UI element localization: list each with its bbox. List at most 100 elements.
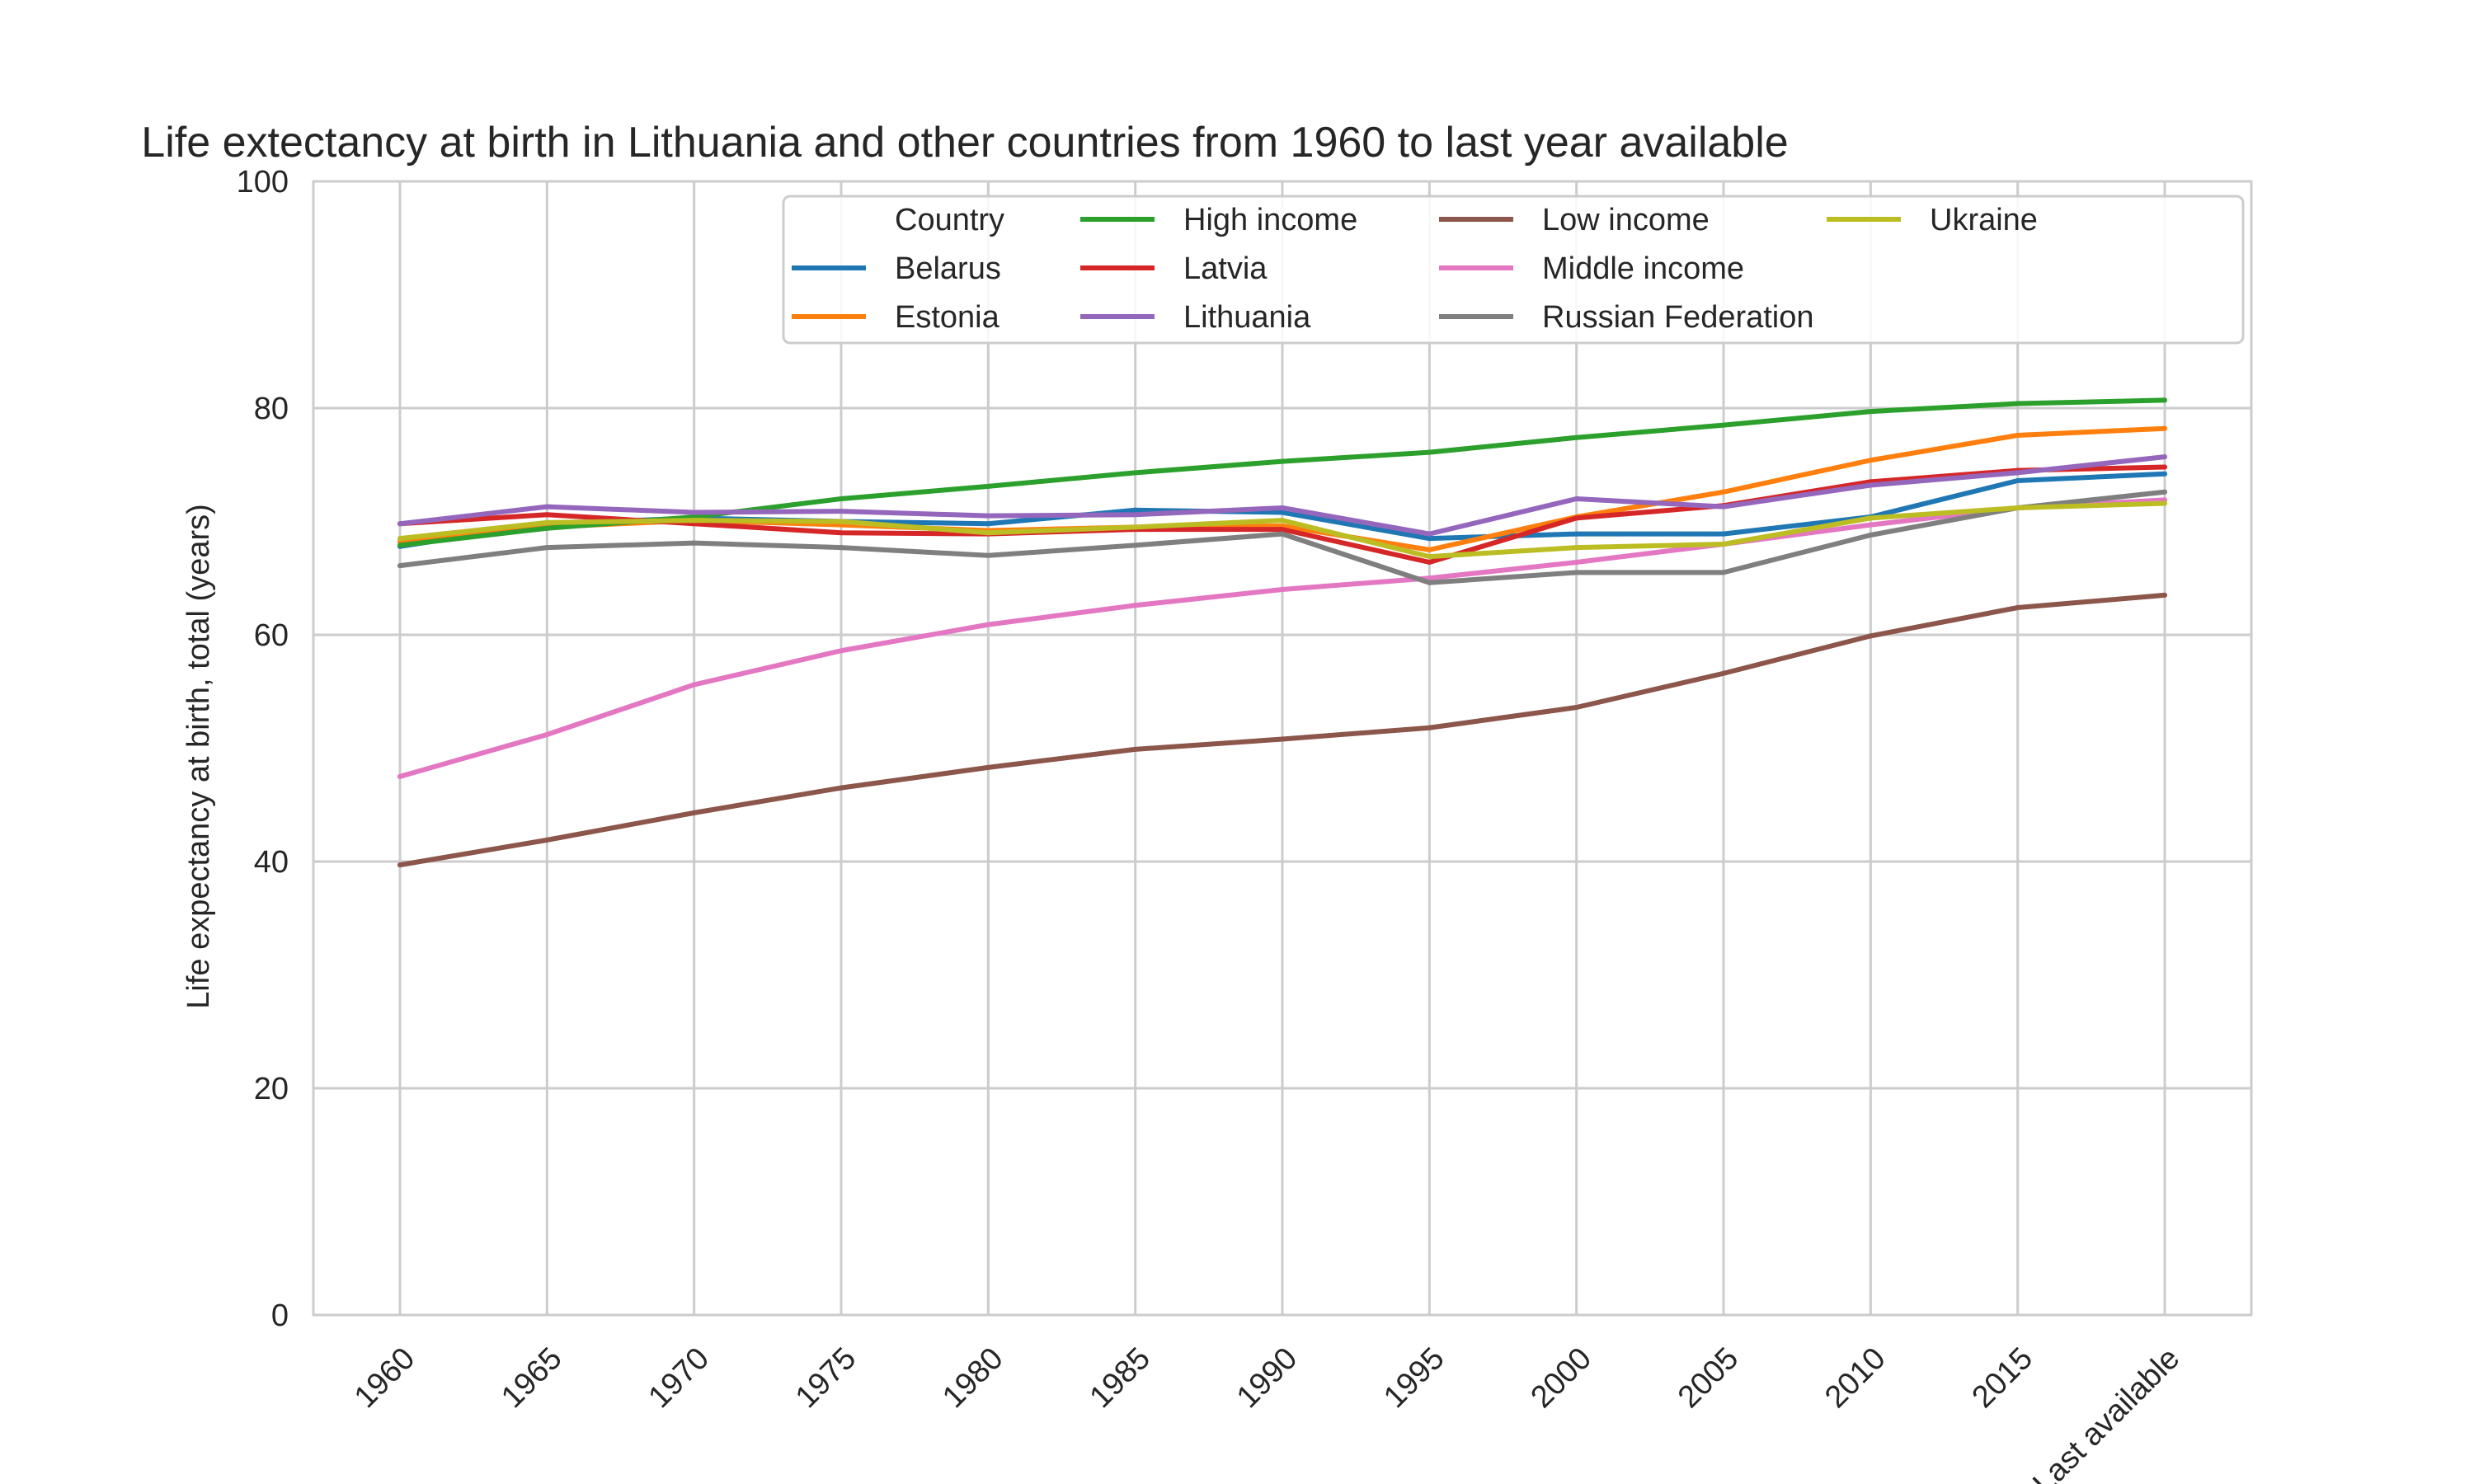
- data-point: [1868, 515, 1874, 521]
- data-point: [1132, 542, 1138, 548]
- data-point: [1427, 536, 1432, 542]
- data-point: [691, 540, 697, 546]
- x-tick-label: 2000: [1525, 1341, 1598, 1415]
- data-point: [839, 509, 844, 514]
- y-tick-label: 100: [237, 165, 289, 200]
- data-point: [397, 542, 402, 548]
- data-point: [1280, 736, 1285, 742]
- legend-label: Russian Federation: [1542, 300, 1814, 335]
- x-tick-label: 1980: [936, 1341, 1009, 1415]
- data-point: [1132, 603, 1138, 608]
- data-point: [397, 862, 402, 868]
- data-point: [2015, 470, 2020, 476]
- x-tick-label: Last available: [2026, 1341, 2186, 1484]
- data-point: [1427, 575, 1432, 581]
- data-point: [839, 648, 844, 654]
- data-point: [1868, 458, 1874, 463]
- data-point: [1280, 587, 1285, 592]
- data-point: [691, 518, 697, 524]
- data-point: [1868, 409, 1874, 415]
- data-point: [544, 525, 550, 531]
- x-tick-label: 1985: [1084, 1341, 1157, 1415]
- x-tick-label: 1990: [1230, 1341, 1304, 1415]
- data-point: [2015, 401, 2020, 406]
- data-point: [1280, 510, 1285, 515]
- data-point: [1573, 570, 1579, 575]
- data-point: [397, 536, 402, 542]
- data-point: [1427, 725, 1432, 730]
- data-point: [397, 563, 402, 569]
- data-point: [1280, 527, 1285, 533]
- data-point: [1721, 422, 1726, 428]
- legend-label: Latvia: [1183, 251, 1268, 286]
- data-point: [544, 519, 550, 525]
- x-tick-label: 1995: [1377, 1341, 1451, 1415]
- x-tick-label: 1965: [495, 1341, 568, 1415]
- x-tick-label: 2005: [1672, 1341, 1745, 1415]
- data-point: [1427, 554, 1432, 560]
- legend-label: Estonia: [895, 300, 1000, 335]
- data-point: [1573, 434, 1579, 440]
- data-point: [985, 552, 991, 558]
- data-point: [985, 513, 991, 519]
- x-tick-label: 2015: [1966, 1341, 2039, 1415]
- legend-label: Middle income: [1542, 251, 1744, 286]
- data-point: [691, 682, 697, 688]
- data-point: [1132, 512, 1138, 518]
- data-point: [1868, 633, 1874, 639]
- data-point: [1721, 489, 1726, 495]
- data-point: [1280, 518, 1285, 524]
- y-tick-label: 40: [254, 845, 289, 880]
- data-point: [1868, 482, 1874, 488]
- data-point: [985, 483, 991, 489]
- data-point: [1132, 746, 1138, 752]
- legend-label: Belarus: [895, 251, 1001, 286]
- data-point: [2162, 397, 2167, 403]
- legend-item-middle-income: Middle income: [1439, 251, 1744, 286]
- data-point: [839, 545, 844, 551]
- data-point: [1868, 522, 1874, 528]
- data-point: [1427, 449, 1432, 455]
- data-point: [2162, 464, 2167, 470]
- data-point: [1573, 496, 1579, 501]
- data-point: [544, 512, 550, 518]
- data-point: [985, 530, 991, 536]
- data-point: [1721, 504, 1726, 510]
- y-tick-label: 60: [254, 618, 289, 653]
- series-lithuania: [397, 454, 2167, 537]
- legend-item-high-income: High income: [1080, 203, 1357, 237]
- legend-label: High income: [1183, 203, 1357, 237]
- series-middle-income: [397, 497, 2167, 779]
- data-point: [2162, 454, 2167, 460]
- data-point: [1573, 560, 1579, 565]
- gridlines: [313, 180, 2251, 1317]
- data-point: [1721, 542, 1726, 547]
- data-point: [397, 521, 402, 527]
- data-point: [2162, 489, 2167, 495]
- data-point: [2162, 592, 2167, 598]
- legend-item-belarus: Belarus: [792, 251, 1001, 286]
- data-point: [544, 837, 550, 843]
- y-axis-label: Life expectancy at birth, total (years): [181, 504, 216, 1009]
- plot-frame: [312, 180, 2253, 1317]
- data-point: [2015, 505, 2020, 510]
- x-tick-label: 2010: [1818, 1341, 1892, 1415]
- data-point: [1132, 470, 1138, 476]
- y-axis-ticks: 0 20 40 60 80 100: [237, 165, 289, 1333]
- data-point: [1573, 545, 1579, 551]
- legend-item-low-income: Low income: [1439, 203, 1710, 237]
- data-point: [1280, 505, 1285, 510]
- y-tick-label: 0: [271, 1298, 289, 1333]
- legend-item-ukraine: Ukraine: [1827, 203, 2038, 237]
- data-point: [544, 504, 550, 510]
- x-tick-label: 1960: [348, 1341, 421, 1415]
- series-russian-federation: [397, 489, 2167, 585]
- data-point: [544, 545, 550, 551]
- data-point: [691, 810, 697, 815]
- series-high-income: [397, 397, 2167, 548]
- legend-label: Lithuania: [1183, 300, 1311, 335]
- data-point: [2015, 478, 2020, 483]
- data-point: [1868, 533, 1874, 538]
- series-lines: [397, 397, 2167, 868]
